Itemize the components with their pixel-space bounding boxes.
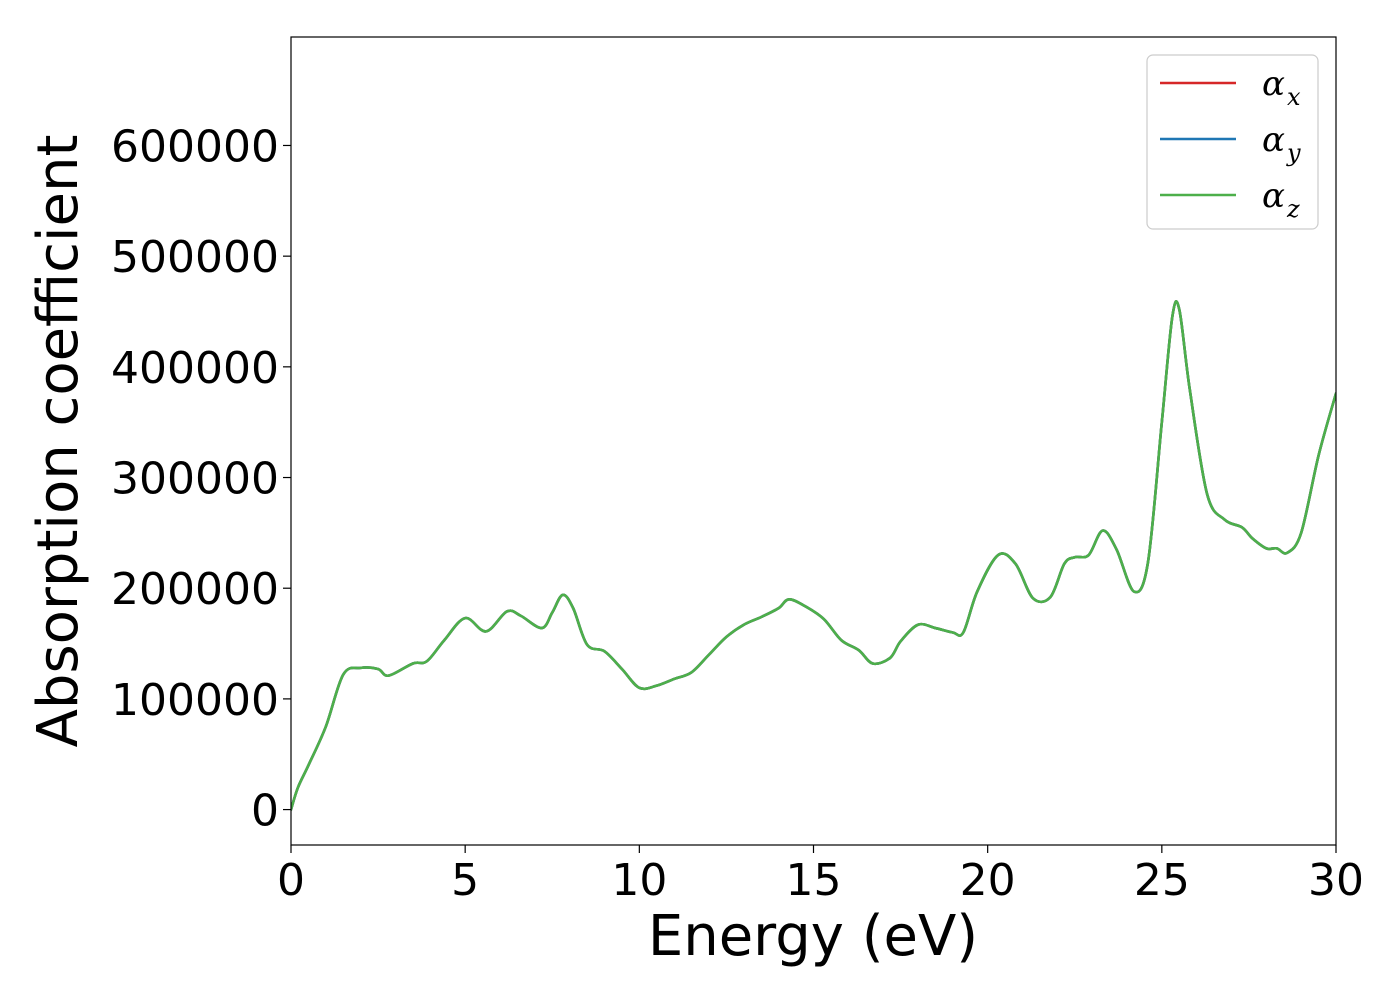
x-axis-title: Energy (eV) — [648, 904, 978, 969]
x-tick-label: 5 — [451, 855, 479, 906]
y-tick-label: 300000 — [111, 454, 279, 505]
y-axis-ticks: 0 100000 200000 300000 400000 500000 600000 — [111, 121, 291, 837]
x-tick-label: 0 — [277, 855, 305, 906]
x-tick-label: 30 — [1308, 855, 1364, 906]
legend-label-subscript: y — [1286, 139, 1301, 167]
legend-label-y: αy — [1262, 120, 1301, 167]
legend-label-base: α — [1262, 120, 1285, 160]
legend-label-base: α — [1262, 64, 1285, 104]
y-tick-label: 500000 — [111, 232, 279, 283]
x-tick-label: 20 — [960, 855, 1016, 906]
y-tick-label: 0 — [251, 786, 279, 837]
x-tick-label: 10 — [611, 855, 667, 906]
y-tick-label: 600000 — [111, 121, 279, 172]
series-line-alpha-z — [291, 300, 1336, 811]
legend-label-x: αx — [1262, 64, 1301, 111]
legend-label-subscript: x — [1287, 83, 1301, 111]
legend-label-subscript: z — [1286, 195, 1300, 223]
y-tick-label: 400000 — [111, 343, 279, 394]
y-tick-label: 100000 — [111, 675, 279, 726]
x-tick-label: 15 — [786, 855, 842, 906]
y-tick-label: 200000 — [111, 564, 279, 615]
legend-label-base: α — [1262, 176, 1285, 216]
series-layer — [291, 300, 1336, 811]
y-axis-title: Absorption coefficient — [26, 135, 91, 748]
x-tick-label: 25 — [1134, 855, 1190, 906]
legend-label-z: αz — [1262, 176, 1300, 223]
legend-box — [1146, 54, 1319, 230]
x-axis-ticks: 0 5 10 15 20 25 30 — [277, 845, 1364, 906]
